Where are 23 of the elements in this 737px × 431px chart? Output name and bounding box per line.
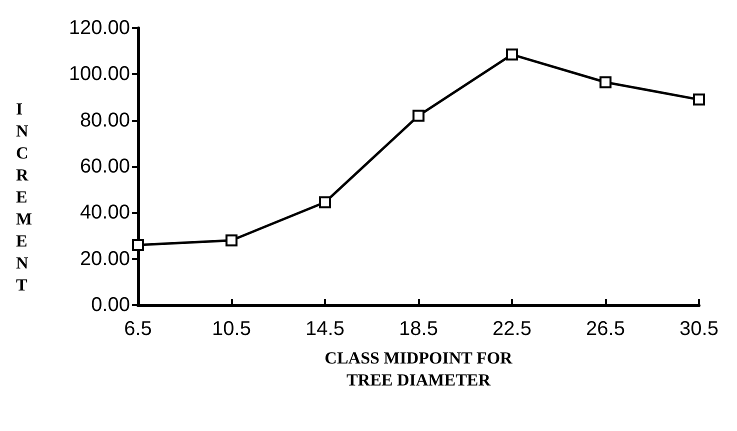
x-tick-label: 22.5 (492, 318, 532, 340)
x-tick-label: 6.5 (124, 318, 152, 340)
y-tick-label: 80.00 (80, 109, 130, 132)
y-tick-label: 40.00 (80, 202, 130, 224)
y-tick-label: 0.00 (91, 294, 130, 316)
y-tick-label: 20.00 (80, 248, 130, 270)
y-tick-label: 120.00 (68, 17, 130, 39)
point (506, 48, 518, 61)
point (693, 94, 705, 106)
point (132, 238, 144, 251)
y-tick-label: 100.00 (68, 63, 130, 86)
point (412, 110, 424, 122)
text: INCREMENT (16, 100, 32, 294)
y-tick-label: 60.00 (80, 156, 130, 178)
x-tick-label: 14.5 (306, 318, 344, 340)
point (600, 76, 612, 88)
point (319, 196, 331, 208)
x-tick-label: 18.5 (399, 318, 438, 340)
x-axis-title: CLASS MIDPOINT FOR TREE DIAMETER (324, 348, 514, 390)
x-tick-label: 26.5 (586, 318, 625, 340)
point (226, 234, 238, 246)
x-tick-label: 30.5 (680, 318, 718, 340)
x-tick-label: 10.5 (212, 318, 251, 340)
